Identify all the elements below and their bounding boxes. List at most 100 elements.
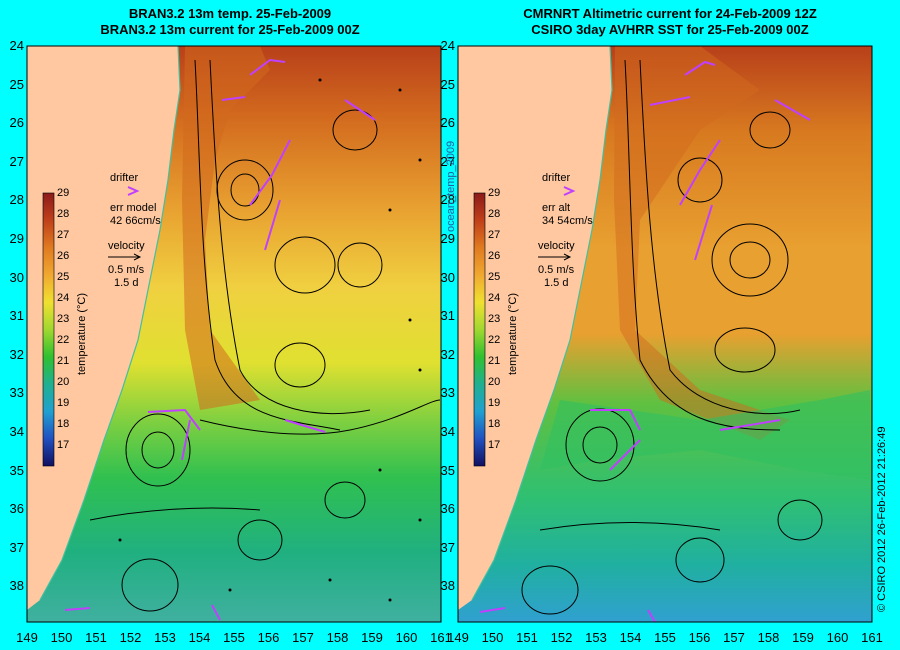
left-velocity-scale-arrow [108,253,142,261]
left-coastline [39,45,181,601]
left-title-line2: BRAN3.2 13m current for 25-Feb-2009 00Z [100,22,360,37]
colorbar-tick: 23 [57,313,70,325]
left-current-streamlines [89,59,441,612]
latitude-tick-label: 26 [440,115,455,131]
longitude-tick-label: 156 [688,630,711,645]
longitude-tick-label: 160 [395,630,418,645]
colorbar-tick: 25 [57,271,70,283]
colorbar-tick: 23 [488,313,501,325]
colorbar-tick: 24 [488,292,501,304]
longitude-tick-label: 154 [188,630,211,645]
right-map-frame [457,45,873,623]
left-title-line1: BRAN3.2 13m temp. 25-Feb-2009 [128,6,332,21]
latitude-tick-label: 36 [9,501,24,517]
longitude-tick-label: 159 [361,630,383,645]
right-colorbar-label: temperature (°C) [507,292,519,375]
right-legend-velocity: velocity [538,240,575,252]
longitude-tick-label: 150 [50,630,73,645]
latitude-tick-label: 27 [440,153,455,169]
colorbar-tick: 19 [57,397,70,409]
left-colorbar [42,192,55,467]
latitude-tick-label: 29 [9,231,24,246]
longitude-tick-label: 161 [861,630,883,645]
colorbar-tick: 26 [488,250,501,262]
right-legend-duration: 1.5 d [544,277,569,289]
colorbar-tick: 29 [488,187,501,199]
latitude-tick-label: 30 [440,269,455,285]
longitude-tick-label: 152 [119,630,142,645]
latitude-tick-label: 36 [440,501,455,517]
left-legend-err-value: 42 66cm/s [110,215,161,227]
right-map-panel [457,45,873,623]
right-legend-err-value: 34 54cm/s [542,215,593,227]
right-legend-drifter: drifter [542,172,571,184]
latitude-tick-label: 31 [440,308,455,324]
right-current-streamlines [521,59,823,615]
left-map-frame [26,45,442,623]
left-land-mask [27,46,180,610]
right-coastline [471,45,613,601]
right-drifter-tracks [479,60,811,623]
colorbar-tick: 20 [488,376,501,388]
left-legend-err-label: err model [110,202,157,214]
latitude-tick-label: 34 [440,424,455,439]
longitude-tick-label: 149 [16,630,38,645]
latitude-tick-label: 29 [440,231,455,246]
latitude-tick-label: 38 [9,578,24,594]
right-title-line1: CMRNRT Altimetric current for 24-Feb-200… [523,6,817,21]
latitude-tick-label: 35 [440,462,455,478]
longitude-tick-label: 153 [585,630,607,645]
colorbar-tick: 17 [57,439,70,451]
colorbar-tick: 21 [57,355,70,367]
longitude-tick-label: 152 [550,630,573,645]
left-panel-title: BRAN3.2 13m temp. 25-Feb-2009 BRAN3.2 13… [60,6,400,38]
colorbar-tick: 26 [57,250,70,262]
ocean-temp-vertical-label: ocean_temp_2009 [445,140,457,232]
right-legend-err-label: err alt [542,202,571,214]
right-velocity-scale-arrow [538,253,572,261]
colorbar-tick: 29 [57,187,70,199]
left-velocity-dots [118,78,422,602]
colorbar-tick: 18 [57,418,70,430]
latitude-tick-label: 31 [9,308,24,324]
latitude-tick-label: 35 [9,462,24,478]
latitude-tick-label: 32 [9,346,24,362]
right-colorbar [473,192,486,467]
right-drifter-legend-symbol [563,186,576,196]
longitude-tick-label: 155 [654,630,676,645]
colorbar-tick: 22 [488,334,501,346]
longitude-tick-label: 155 [223,630,245,645]
left-legend-velocity: velocity [108,240,145,252]
longitude-tick-label: 151 [85,630,107,645]
copyright-label: © CSIRO 2012 26-Feb-2012 21:26:49 [876,426,888,612]
colorbar-tick: 25 [488,271,501,283]
longitude-tick-label: 153 [154,630,176,645]
latitude-tick-label: 37 [9,539,24,555]
latitude-tick-label: 26 [9,115,24,131]
longitude-tick-label: 149 [447,630,469,645]
colorbar-tick: 17 [488,439,501,451]
colorbar-tick: 22 [57,334,70,346]
latitude-tick-label: 38 [440,578,455,594]
longitude-tick-label: 151 [516,630,538,645]
colorbar-tick: 27 [57,229,70,241]
latitude-tick-label: 25 [440,76,455,92]
left-legend-duration: 1.5 d [114,277,139,289]
colorbar-tick: 24 [57,292,70,304]
left-map-panel [26,45,442,623]
latitude-tick-label: 33 [440,385,455,401]
latitude-tick-label: 28 [9,192,24,208]
latitude-tick-label: 33 [9,385,24,401]
colorbar-tick: 20 [57,376,70,388]
latitude-tick-label: 32 [440,346,455,362]
colorbar-tick: 19 [488,397,501,409]
left-legend-drifter: drifter [110,172,139,184]
latitude-tick-label: 30 [9,269,24,285]
colorbar-tick: 18 [488,418,501,430]
latitude-tick-label: 24 [9,38,24,53]
longitude-tick-label: 156 [257,630,280,645]
colorbar-tick: 21 [488,355,501,367]
latitude-tick-label: 25 [9,76,24,92]
left-warm-current-core [182,46,270,410]
